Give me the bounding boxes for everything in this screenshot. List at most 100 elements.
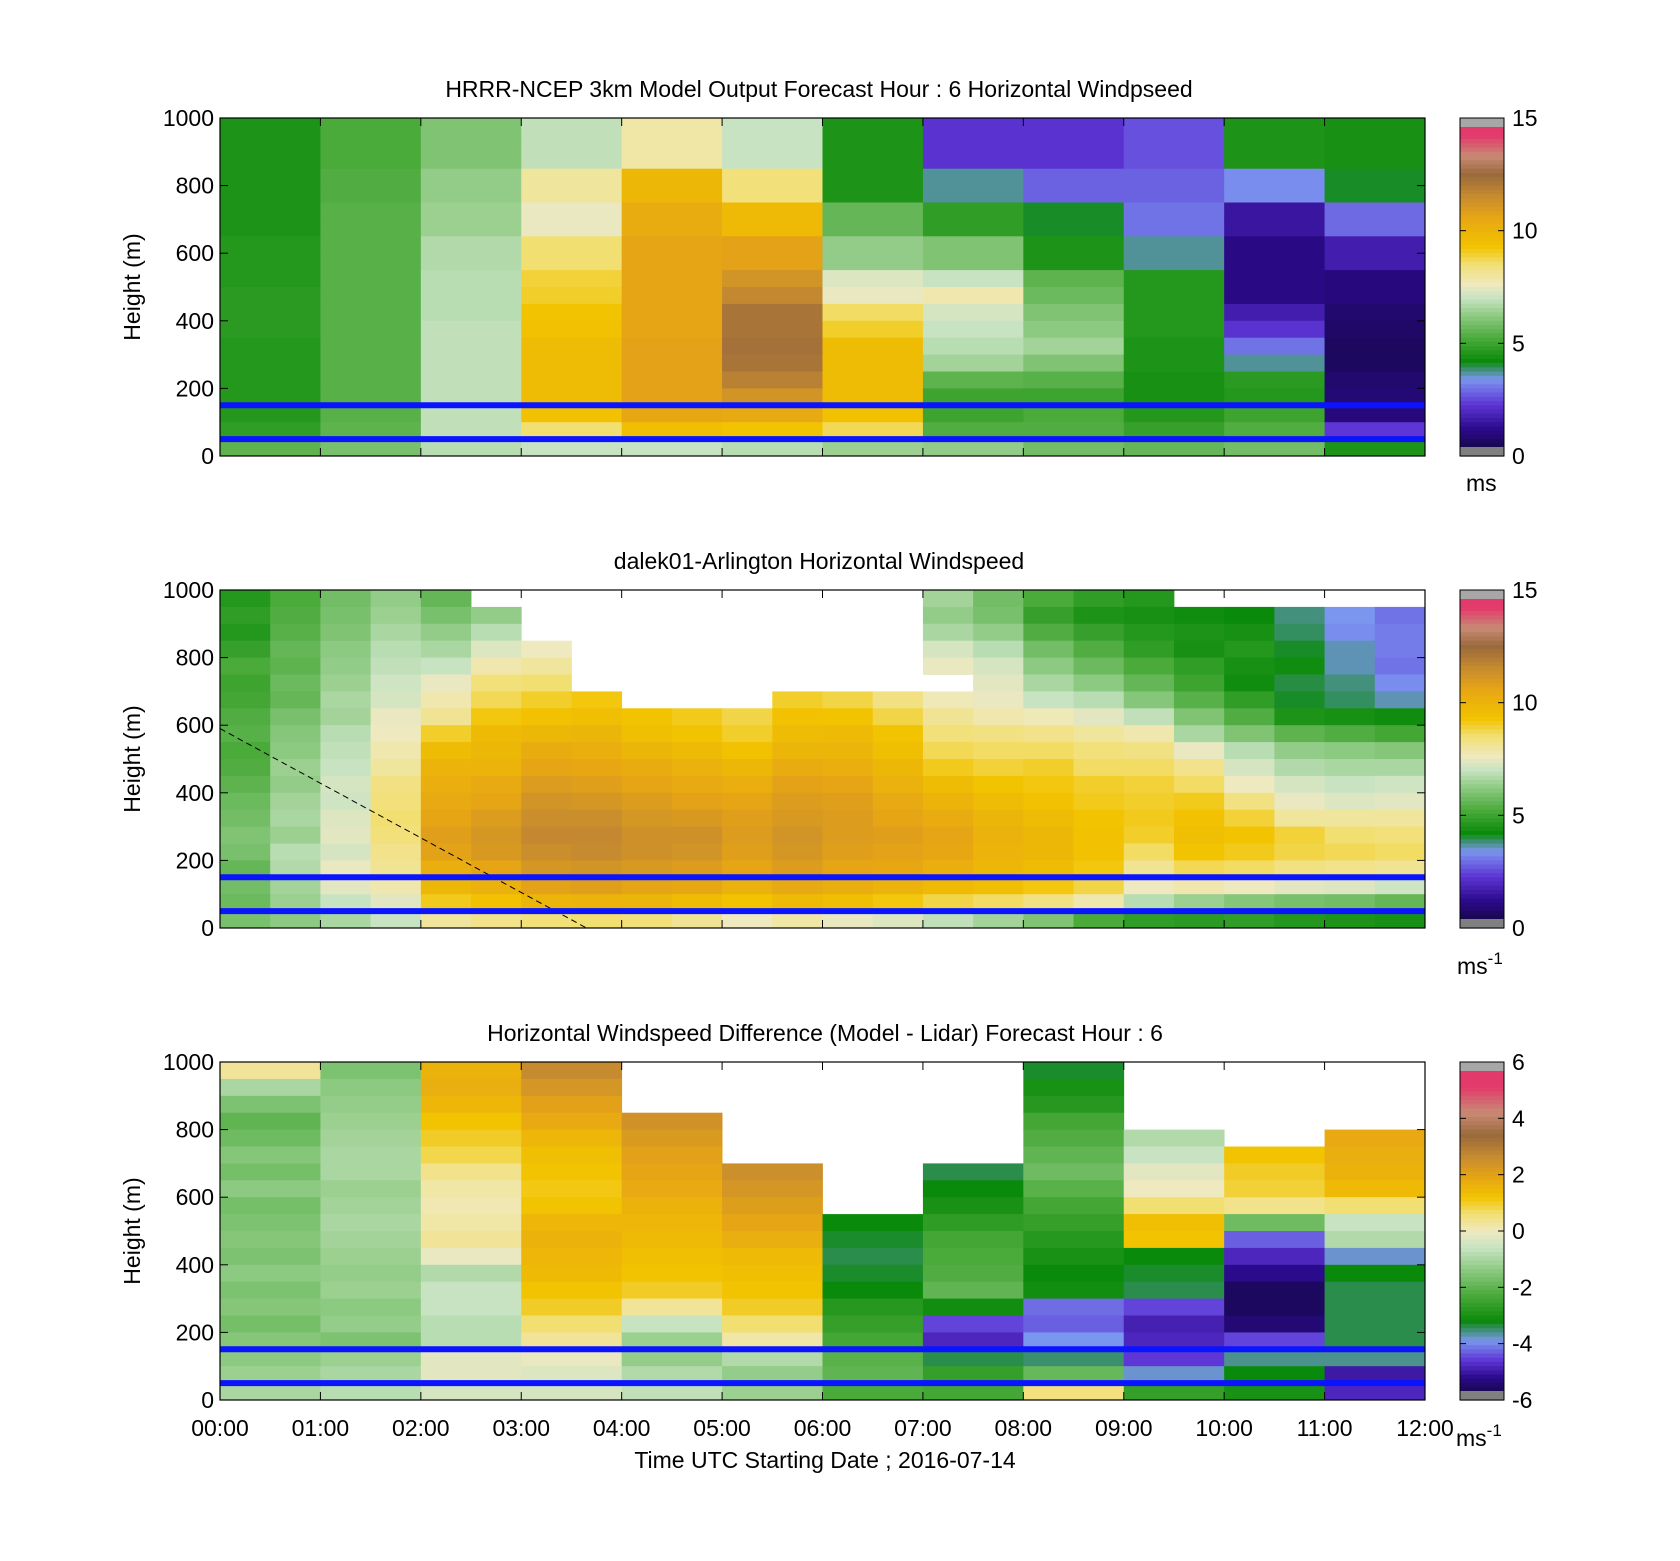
heatmap-cell bbox=[370, 623, 422, 642]
heatmap-cell bbox=[922, 826, 974, 844]
heatmap-cell bbox=[1023, 1112, 1125, 1130]
heatmap-cell bbox=[1274, 877, 1325, 895]
heatmap-cell bbox=[270, 657, 321, 675]
heatmap-cell bbox=[1224, 792, 1275, 811]
heatmap-cell bbox=[471, 826, 522, 844]
colorbar-segment bbox=[1460, 611, 1504, 616]
y-axis-label: Height (m) bbox=[119, 233, 145, 340]
heatmap-cell bbox=[320, 826, 372, 844]
colorbar-segment bbox=[1460, 1231, 1504, 1236]
x-tick-label: 09:00 bbox=[1095, 1415, 1153, 1441]
heatmap-cell bbox=[1324, 809, 1376, 827]
heatmap-cell bbox=[922, 1366, 1024, 1384]
heatmap-cell bbox=[521, 151, 623, 170]
colorbar-segment bbox=[1460, 704, 1504, 709]
heatmap-cell bbox=[822, 1298, 924, 1316]
x-tick-label: 02:00 bbox=[392, 1415, 450, 1441]
heatmap-cell bbox=[1224, 134, 1325, 153]
heatmap-cell bbox=[1224, 202, 1325, 220]
heatmap-cell bbox=[621, 911, 673, 929]
heatmap-cell bbox=[1023, 1062, 1125, 1080]
heatmap-cell bbox=[320, 371, 422, 389]
heatmap-cell bbox=[420, 236, 522, 254]
heatmap-cell bbox=[1324, 759, 1376, 777]
heatmap-cell bbox=[420, 1298, 522, 1316]
heatmap-cell bbox=[722, 185, 823, 203]
heatmap-cell bbox=[1073, 877, 1125, 895]
heatmap-cell bbox=[822, 911, 874, 929]
heatmap-cell bbox=[1324, 606, 1376, 625]
heatmap-cell bbox=[973, 623, 1024, 642]
heatmap-cell bbox=[220, 1112, 321, 1130]
colorbar-tick-label: 15 bbox=[1512, 577, 1538, 603]
heatmap-cell bbox=[1324, 1349, 1426, 1367]
heatmap-cell bbox=[320, 1315, 422, 1333]
heatmap-cell bbox=[822, 792, 874, 811]
heatmap-cell bbox=[772, 792, 823, 811]
heatmap-cell bbox=[1324, 1315, 1426, 1333]
heatmap-cell bbox=[571, 691, 623, 709]
heatmap-cell bbox=[1023, 894, 1074, 912]
heatmap-cell bbox=[1224, 118, 1325, 136]
heatmap-cell bbox=[220, 1180, 321, 1198]
heatmap-cell bbox=[1023, 134, 1125, 153]
heatmap-cell bbox=[220, 1129, 321, 1147]
heatmap-cell bbox=[621, 303, 723, 322]
colorbar-segment bbox=[1460, 805, 1504, 811]
heatmap-cell bbox=[1173, 691, 1225, 709]
colorbar-segment bbox=[1460, 1302, 1504, 1308]
heatmap-cell bbox=[320, 236, 422, 254]
x-tick-label: 00:00 bbox=[191, 1415, 249, 1441]
heatmap-cell bbox=[270, 860, 321, 878]
heatmap-cell bbox=[1224, 708, 1275, 726]
heatmap-cell bbox=[320, 1247, 422, 1266]
axis-ticks: 1000 800 600 400 200 0 bbox=[163, 577, 1426, 941]
heatmap-cell bbox=[1023, 1247, 1125, 1266]
colorbar-segment bbox=[1460, 640, 1504, 646]
colorbar-segment bbox=[1460, 1387, 1504, 1393]
heatmap-cell bbox=[1073, 911, 1125, 929]
colorbar-segment bbox=[1460, 716, 1504, 722]
heatmap-cell bbox=[722, 236, 823, 254]
heatmap-cell bbox=[621, 1180, 723, 1198]
heatmap-cell bbox=[420, 422, 522, 440]
heatmap-cell bbox=[722, 759, 773, 777]
heatmap-cell bbox=[1023, 826, 1074, 844]
heatmap-cell bbox=[370, 775, 422, 794]
heatmap-cell bbox=[822, 354, 924, 372]
colorbar-segment bbox=[1460, 232, 1504, 237]
colorbar-segment bbox=[1460, 1074, 1504, 1080]
heatmap-cell bbox=[1023, 590, 1074, 608]
heatmap-cell bbox=[220, 606, 271, 625]
heatmap-cell bbox=[722, 371, 823, 389]
colorbar-tick-label: 15 bbox=[1512, 105, 1538, 131]
heatmap-cell bbox=[521, 405, 623, 423]
heatmap-cell bbox=[822, 708, 874, 726]
heatmap-cell bbox=[922, 219, 1024, 237]
heatmap-cell bbox=[621, 1298, 723, 1316]
colorbar-tick-label: -2 bbox=[1512, 1274, 1532, 1300]
heatmap-cell bbox=[1023, 1315, 1125, 1333]
heatmap-cell bbox=[1324, 303, 1426, 322]
heatmap-cell bbox=[1073, 826, 1125, 844]
heatmap-cell bbox=[1374, 674, 1426, 692]
colorbar-segment bbox=[1460, 253, 1504, 259]
heatmap-cell bbox=[270, 708, 321, 726]
heatmap-cell bbox=[420, 911, 472, 929]
heatmap-cell bbox=[922, 657, 974, 675]
heatmap-cell bbox=[220, 1163, 321, 1181]
colorbar-segment bbox=[1460, 1205, 1504, 1211]
heatmap-cell bbox=[671, 911, 723, 929]
colorbar-segment bbox=[1460, 788, 1504, 794]
heatmap-cell bbox=[722, 742, 773, 760]
heatmap-cell bbox=[1123, 236, 1225, 254]
heatmap-cell bbox=[1073, 725, 1125, 743]
heatmap-cell bbox=[1324, 1231, 1426, 1249]
heatmap-cell bbox=[922, 1231, 1024, 1249]
heatmap-cell bbox=[722, 1298, 823, 1316]
heatmap-cell bbox=[922, 270, 1024, 288]
heatmap-cell bbox=[1374, 792, 1426, 811]
heatmap-cell bbox=[922, 623, 974, 642]
colorbar-segment bbox=[1460, 430, 1504, 436]
heatmap-cell bbox=[1224, 843, 1275, 861]
